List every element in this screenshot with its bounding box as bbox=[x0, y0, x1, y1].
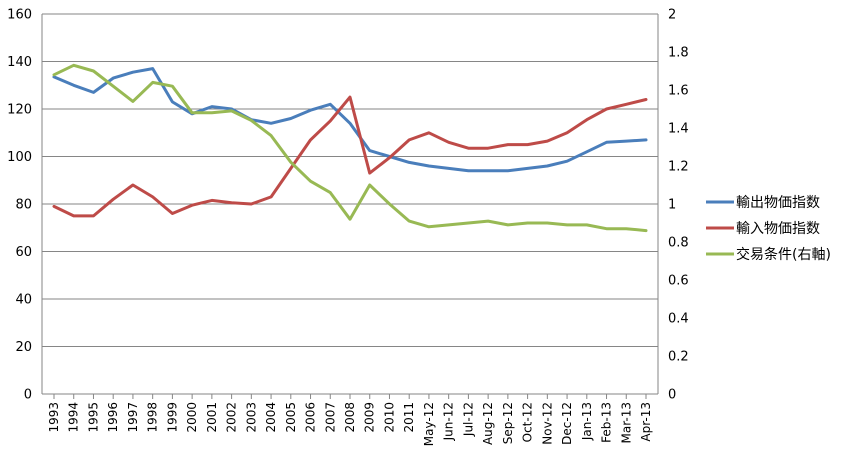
x-tick-label: Sep-12 bbox=[501, 402, 515, 444]
series-lines bbox=[52, 63, 648, 233]
y-tick-label: 60 bbox=[15, 245, 32, 260]
x-tick-label: Feb-13 bbox=[600, 402, 614, 443]
x-tick-label: 2011 bbox=[402, 402, 416, 433]
y-tick-label: 0 bbox=[24, 388, 32, 403]
x-tick-label: 2009 bbox=[363, 402, 377, 433]
y2-tick-label: 1.6 bbox=[668, 84, 689, 99]
y-tick-label: 100 bbox=[7, 150, 32, 165]
x-tick-label: May-12 bbox=[422, 402, 436, 446]
x-tick-label: 1993 bbox=[47, 402, 61, 433]
y2-tick-label: 2 bbox=[668, 8, 676, 23]
x-tick-label: 2003 bbox=[244, 402, 258, 433]
x-tick-label: Oct-12 bbox=[521, 402, 535, 442]
x-tick-label: Dec-12 bbox=[560, 402, 574, 445]
y2-tick-label: 0 bbox=[668, 388, 676, 403]
x-tick-label: 2010 bbox=[382, 402, 396, 433]
x-tick-label: 2008 bbox=[343, 402, 357, 433]
y-tick-label: 120 bbox=[7, 103, 32, 118]
x-tick-label: Aug-12 bbox=[481, 402, 495, 445]
x-tick-label: 1997 bbox=[126, 402, 140, 433]
y2-tick-label: 1.4 bbox=[668, 122, 689, 137]
x-tick-label: Nov-12 bbox=[540, 402, 554, 445]
gridlines bbox=[42, 13, 658, 395]
x-tick-label: Apr-13 bbox=[639, 402, 653, 442]
y2-tick-label: 1 bbox=[668, 198, 676, 213]
series-line-3 bbox=[52, 63, 648, 233]
x-tick-label: 2004 bbox=[264, 402, 278, 433]
y2-tick-label: 0.2 bbox=[668, 350, 689, 365]
y-tick-label: 40 bbox=[15, 293, 32, 308]
y-tick-label: 20 bbox=[15, 340, 32, 355]
x-tick-label: 1996 bbox=[106, 402, 120, 433]
x-tick-label: 1998 bbox=[146, 402, 160, 433]
axes: 0 20 40 60 80 100 120 140 160 0 0.2 0.4 0.6 0.8 1 1.2 1.… bbox=[7, 8, 689, 447]
y-tick-label: 140 bbox=[7, 55, 32, 70]
x-tick-label: Mar-13 bbox=[619, 402, 633, 443]
legend-label: 交易条件(右軸) bbox=[736, 246, 831, 263]
x-tick-label: 1999 bbox=[165, 402, 179, 433]
x-tick-label: Jun-12 bbox=[442, 402, 456, 441]
legend-label: 輸出物価指数 bbox=[736, 195, 820, 211]
y2-tick-label: 1.8 bbox=[668, 46, 689, 61]
y-tick-label: 80 bbox=[15, 198, 32, 213]
x-tick-label: 2000 bbox=[185, 402, 199, 433]
x-tick-label: 2005 bbox=[284, 402, 298, 433]
y-tick-label: 160 bbox=[7, 8, 32, 23]
x-tick-label: 2002 bbox=[225, 402, 239, 433]
x-tick-label: 2006 bbox=[304, 402, 318, 433]
y2-tick-label: 1.2 bbox=[668, 160, 689, 175]
y2-tick-label: 0.8 bbox=[668, 236, 689, 251]
x-tick-label: 1995 bbox=[86, 402, 100, 433]
y2-tick-label: 0.6 bbox=[668, 274, 689, 289]
series-line-2 bbox=[52, 95, 648, 218]
x-tick-label: Jan-13 bbox=[580, 402, 594, 441]
y2-tick-label: 0.4 bbox=[668, 312, 689, 327]
legend-label: 輸入物価指数 bbox=[736, 221, 820, 237]
series-line-1 bbox=[52, 67, 648, 173]
x-tick-label: 2001 bbox=[205, 402, 219, 433]
x-tick-label: 1994 bbox=[67, 402, 81, 433]
x-tick-label: Jul-12 bbox=[461, 402, 475, 437]
x-tick-label: 2007 bbox=[323, 402, 337, 433]
